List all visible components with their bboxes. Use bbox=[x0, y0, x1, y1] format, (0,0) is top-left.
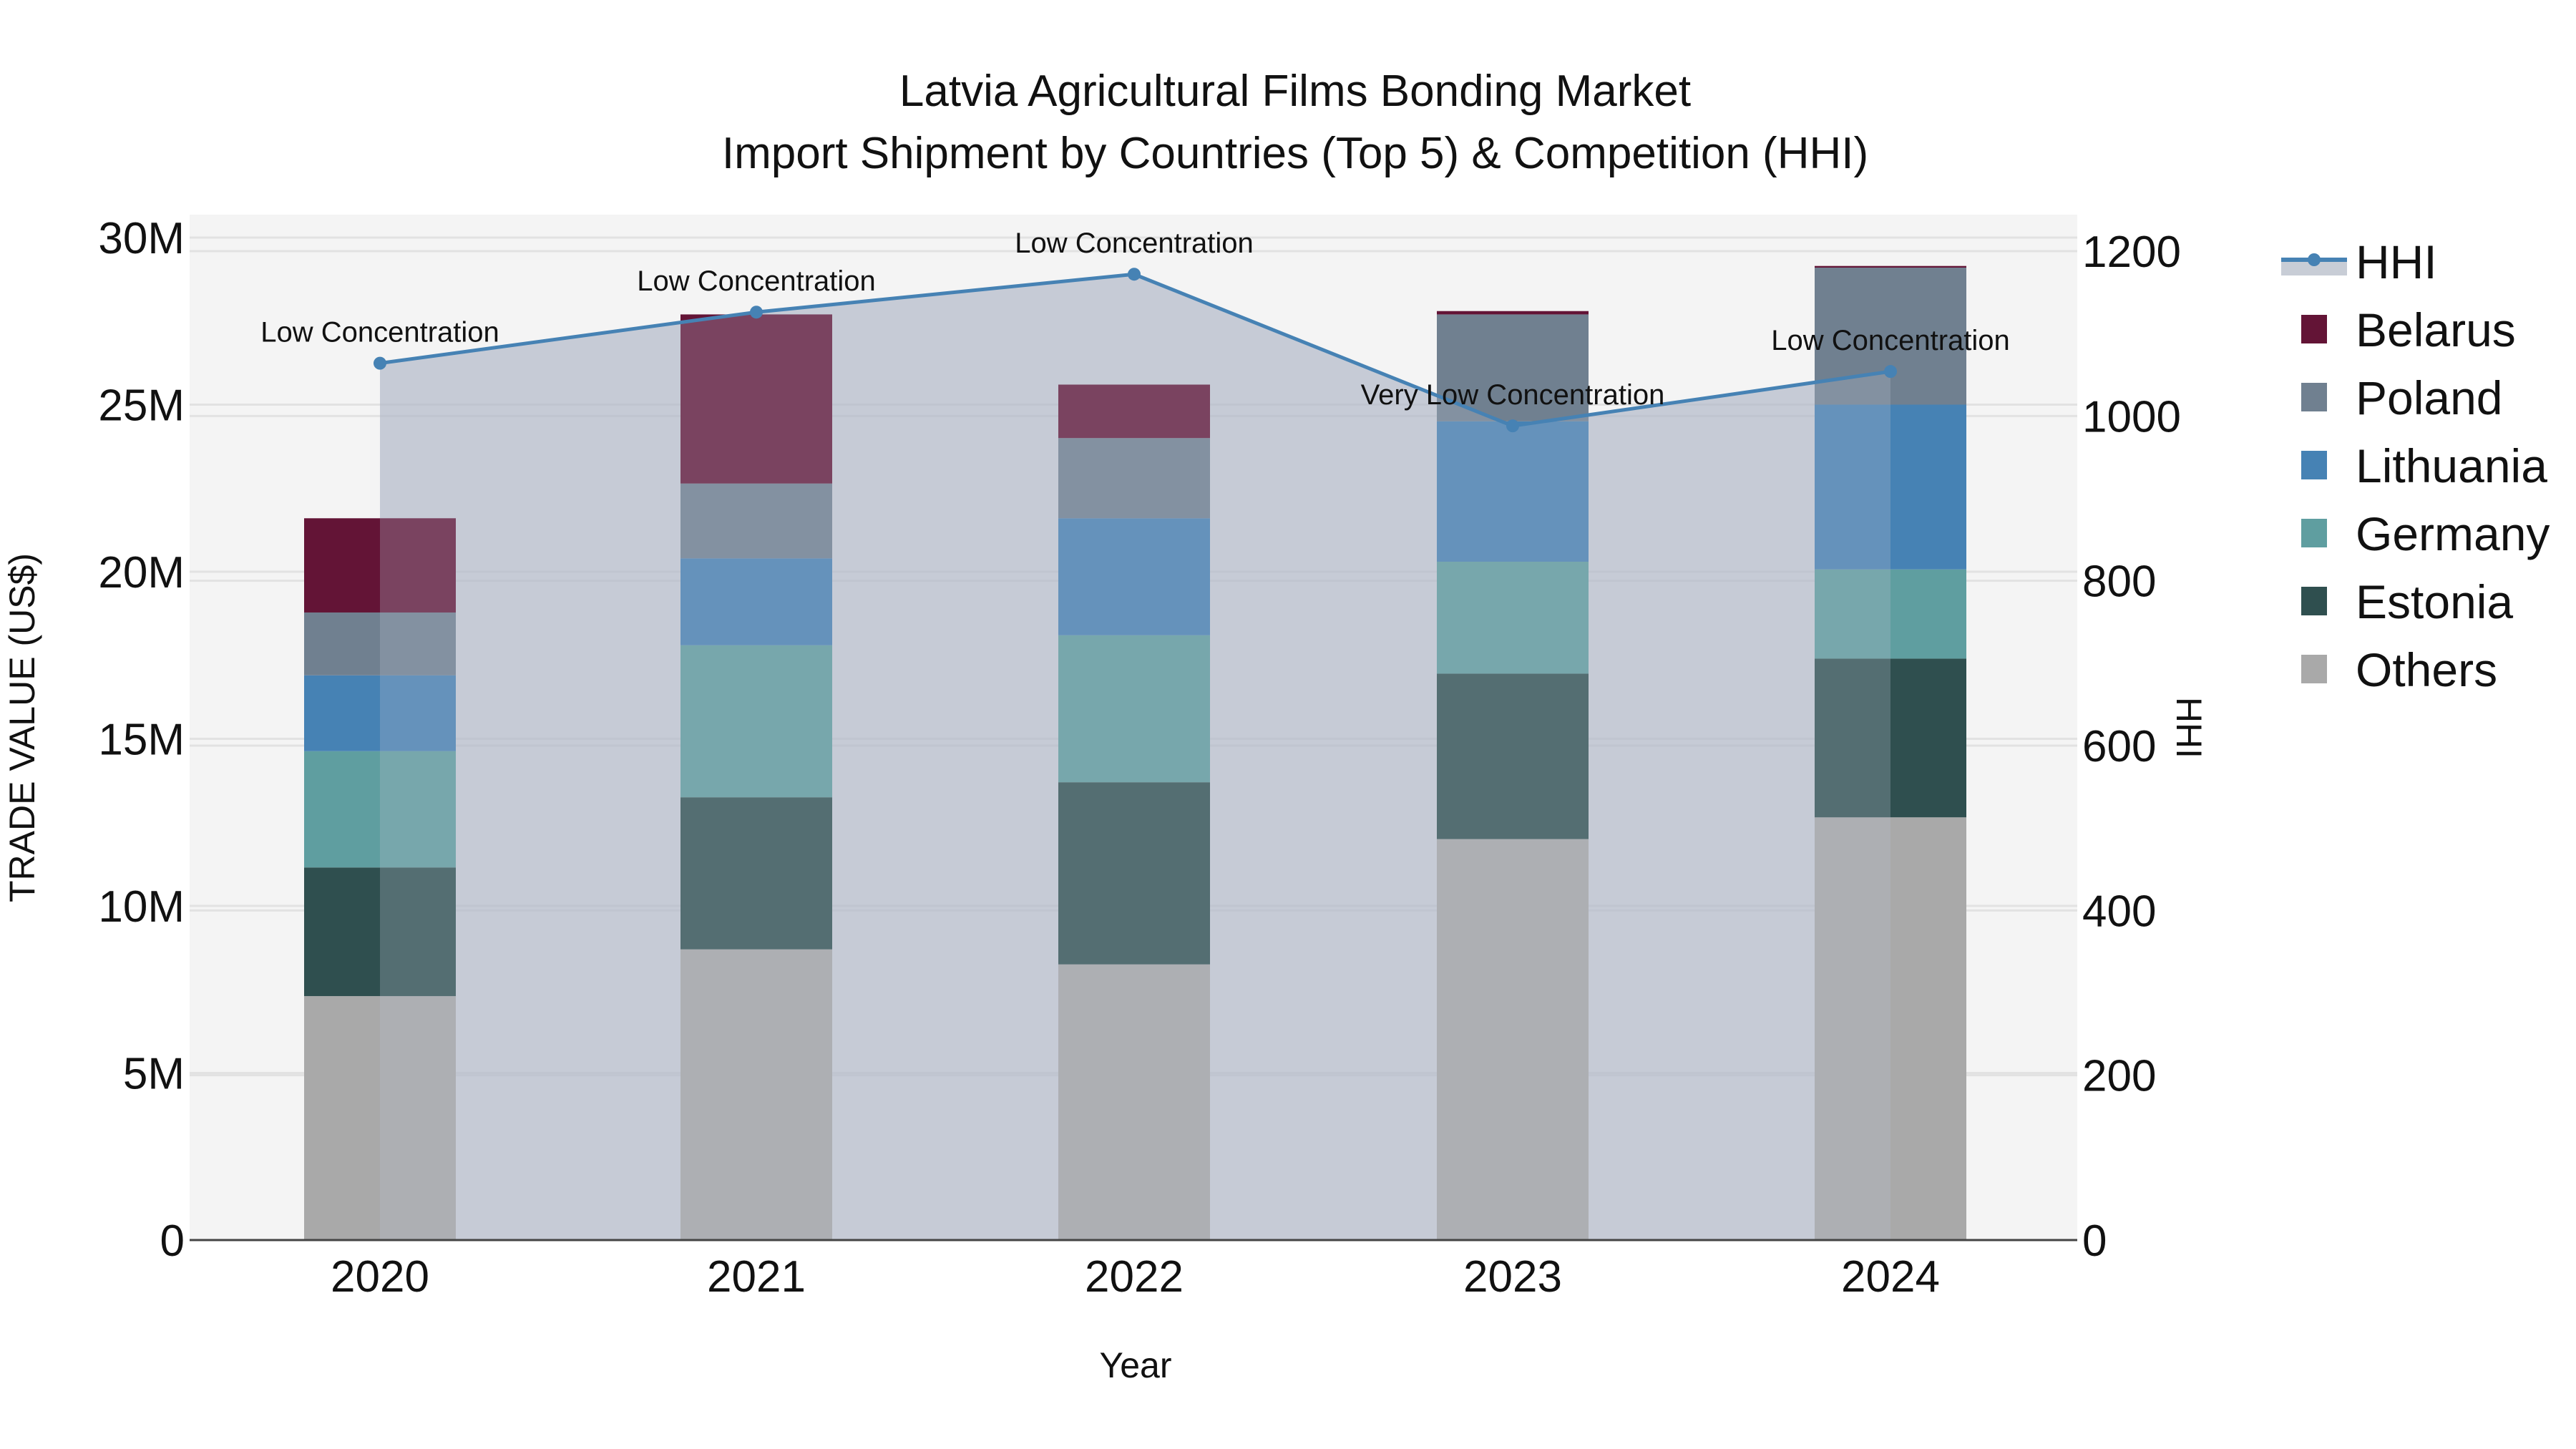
legend-item-belarus[interactable]: Belarus bbox=[2301, 303, 2516, 356]
bar-segment-poland-2024[interactable] bbox=[1815, 268, 1966, 405]
y-right-axis-title: HHI bbox=[2169, 697, 2209, 758]
y-left-tick-label: 5M bbox=[123, 1050, 185, 1099]
legend-label: HHI bbox=[2356, 235, 2437, 288]
hhi-marker-2024[interactable] bbox=[1884, 365, 1897, 379]
bar-segment-others-2022[interactable] bbox=[1058, 964, 1210, 1240]
y-right-tick-label: 0 bbox=[2082, 1216, 2107, 1266]
legend-label: Others bbox=[2356, 643, 2497, 696]
y-left-tick-label: 15M bbox=[98, 716, 185, 765]
legend-label: Belarus bbox=[2356, 303, 2516, 356]
bar-segment-belarus-2024[interactable] bbox=[1815, 265, 1966, 268]
bar-segment-belarus-2022[interactable] bbox=[1058, 384, 1210, 439]
legend-marker-icon bbox=[2308, 253, 2321, 266]
bar-segment-others-2020[interactable] bbox=[304, 996, 456, 1240]
chart-title-line1: Latvia Agricultural Films Bonding Market bbox=[899, 67, 1691, 116]
bar-segment-estonia-2021[interactable] bbox=[680, 797, 832, 950]
y-left-tick-label: 25M bbox=[98, 381, 185, 431]
hhi-markers bbox=[374, 268, 1897, 433]
legend-item-germany[interactable]: Germany bbox=[2301, 507, 2550, 560]
y-right-tick-label: 200 bbox=[2082, 1052, 2156, 1101]
bar-segment-lithuania-2023[interactable] bbox=[1437, 421, 1589, 562]
bar-segment-poland-2023[interactable] bbox=[1437, 314, 1589, 421]
y-right-tick-label: 600 bbox=[2082, 722, 2156, 771]
y-left-axis-title: TRADE VALUE (US$) bbox=[2, 553, 42, 902]
legend-swatch-icon bbox=[2301, 383, 2327, 411]
hhi-area-overlay bbox=[380, 274, 1890, 1240]
y-right-tick-label: 1000 bbox=[2082, 392, 2181, 441]
bar-segment-estonia-2024[interactable] bbox=[1815, 658, 1966, 818]
bar-segment-estonia-2020[interactable] bbox=[304, 867, 456, 997]
bar-segment-germany-2020[interactable] bbox=[304, 751, 456, 868]
y-left-ticks: 0 5M 10M 15M 20M 25M 30M bbox=[98, 214, 185, 1266]
bar-segment-estonia-2022[interactable] bbox=[1058, 782, 1210, 965]
hhi-annotation-2024: Low Concentration bbox=[1771, 325, 2010, 356]
hhi-marker-2021[interactable] bbox=[750, 306, 763, 319]
legend-label: Germany bbox=[2356, 507, 2550, 560]
y-right-tick-label: 400 bbox=[2082, 887, 2156, 936]
x-tick-label-2023: 2023 bbox=[1463, 1252, 1562, 1302]
bar-segment-germany-2021[interactable] bbox=[680, 645, 832, 798]
legend-item-poland[interactable]: Poland bbox=[2301, 371, 2503, 424]
bar-segment-germany-2022[interactable] bbox=[1058, 635, 1210, 783]
bar-segment-belarus-2023[interactable] bbox=[1437, 311, 1589, 315]
hhi-annotation-2020: Low Concentration bbox=[260, 317, 499, 348]
legend-item-estonia[interactable]: Estonia bbox=[2301, 575, 2513, 628]
bar-segment-estonia-2023[interactable] bbox=[1437, 673, 1589, 839]
legend: HHI Belarus Poland Lithuania Germany Estonia O… bbox=[2281, 235, 2550, 696]
hhi-annotation-2022: Low Concentration bbox=[1015, 228, 1254, 259]
legend-swatch-icon bbox=[2301, 519, 2327, 547]
bar-segment-germany-2023[interactable] bbox=[1437, 561, 1589, 674]
y-left-tick-label: 10M bbox=[98, 882, 185, 932]
legend-label: Estonia bbox=[2356, 575, 2513, 628]
bar-segment-belarus-2020[interactable] bbox=[304, 518, 456, 613]
bar-segment-others-2023[interactable] bbox=[1437, 839, 1589, 1240]
y-right-ticks: 0 200 400 600 800 1000 1200 bbox=[2082, 228, 2181, 1266]
bar-segment-belarus-2021[interactable] bbox=[680, 314, 832, 484]
bar-segment-others-2024[interactable] bbox=[1815, 817, 1966, 1240]
stacked-bars bbox=[304, 265, 1966, 1240]
legend-label: Lithuania bbox=[2356, 439, 2547, 492]
hhi-marker-2020[interactable] bbox=[374, 356, 386, 370]
hhi-marker-2022[interactable] bbox=[1128, 268, 1141, 281]
legend-swatch-icon bbox=[2301, 451, 2327, 479]
x-axis-title: Year bbox=[1099, 1345, 1171, 1385]
bar-segment-lithuania-2020[interactable] bbox=[304, 675, 456, 751]
hhi-annotation-2021: Low Concentration bbox=[637, 265, 876, 297]
legend-item-lithuania[interactable]: Lithuania bbox=[2301, 439, 2547, 492]
hhi-annotations: Low Concentration Low Concentration Low Co… bbox=[260, 228, 2010, 411]
bar-segment-lithuania-2024[interactable] bbox=[1815, 404, 1966, 570]
hhi-marker-2023[interactable] bbox=[1506, 419, 1519, 433]
bar-segment-poland-2021[interactable] bbox=[680, 483, 832, 559]
legend-swatch-icon bbox=[2301, 587, 2327, 615]
bar-segment-lithuania-2021[interactable] bbox=[680, 558, 832, 645]
legend-swatch-icon bbox=[2301, 315, 2327, 343]
x-tick-label-2024: 2024 bbox=[1841, 1252, 1940, 1302]
legend-item-others[interactable]: Others bbox=[2301, 643, 2497, 696]
legend-label: Poland bbox=[2356, 371, 2503, 424]
bar-segment-poland-2020[interactable] bbox=[304, 612, 456, 675]
x-ticks: 2020 2021 2022 2023 2024 bbox=[331, 1252, 1940, 1302]
x-tick-label-2022: 2022 bbox=[1085, 1252, 1184, 1302]
chart-title-line2: Import Shipment by Countries (Top 5) & C… bbox=[722, 129, 1868, 178]
hhi-annotation-2023: Very Low Concentration bbox=[1361, 379, 1665, 411]
y-left-tick-label: 0 bbox=[160, 1216, 185, 1266]
bar-segment-lithuania-2022[interactable] bbox=[1058, 518, 1210, 635]
y-right-tick-label: 800 bbox=[2082, 557, 2156, 607]
bar-segment-others-2021[interactable] bbox=[680, 949, 832, 1240]
y-left-tick-label: 20M bbox=[98, 548, 185, 597]
x-tick-label-2021: 2021 bbox=[707, 1252, 806, 1302]
x-tick-label-2020: 2020 bbox=[331, 1252, 429, 1302]
legend-area-swatch bbox=[2281, 260, 2347, 275]
legend-item-hhi[interactable]: HHI bbox=[2281, 235, 2437, 288]
bar-segment-poland-2022[interactable] bbox=[1058, 438, 1210, 519]
y-right-tick-label: 1200 bbox=[2082, 228, 2181, 277]
legend-swatch-icon bbox=[2301, 655, 2327, 683]
y-left-tick-label: 30M bbox=[98, 214, 185, 263]
bar-segment-germany-2024[interactable] bbox=[1815, 569, 1966, 659]
